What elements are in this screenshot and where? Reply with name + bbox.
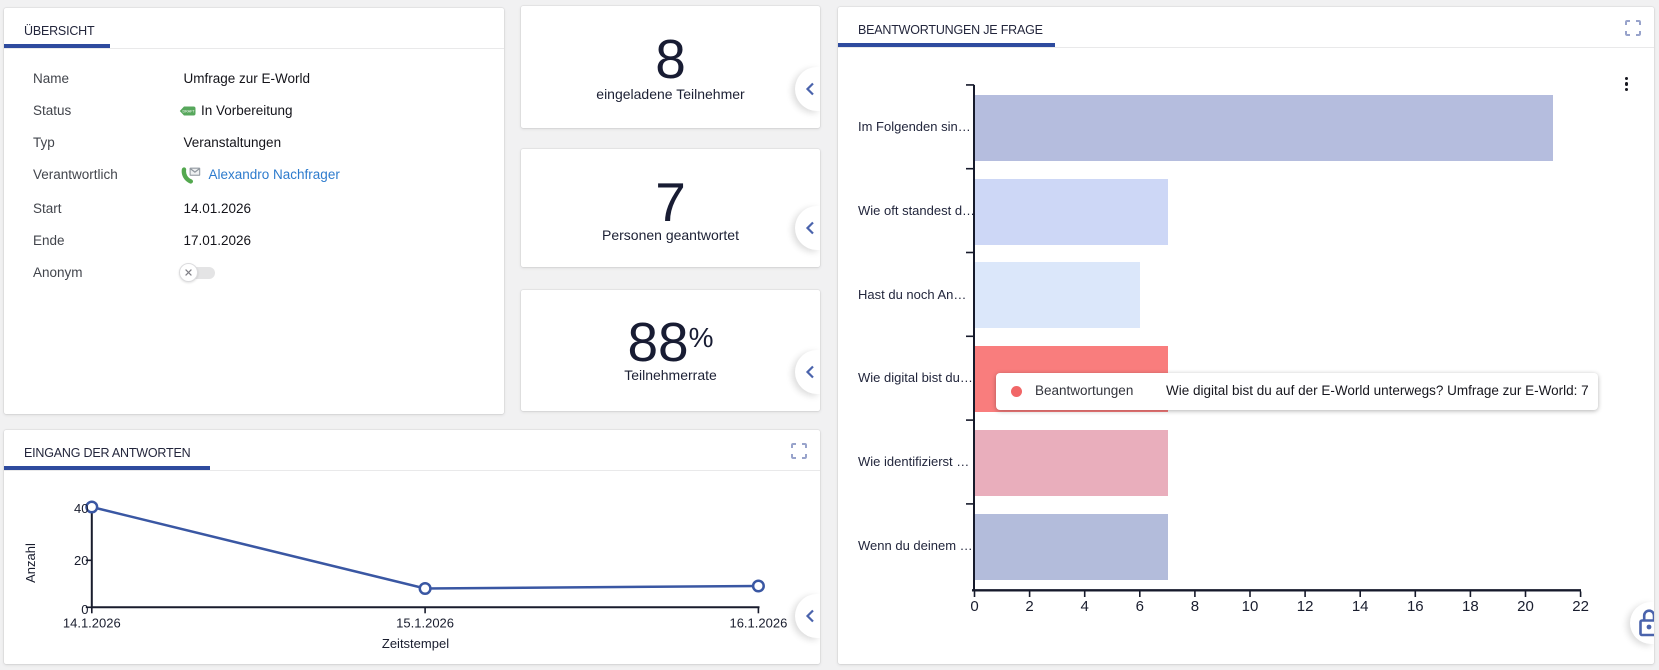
svg-text:15.1.2026: 15.1.2026 [396, 616, 454, 631]
svg-text:0: 0 [81, 602, 88, 617]
svg-text:14.1.2026: 14.1.2026 [63, 616, 121, 631]
svg-text:Anzahl: Anzahl [23, 543, 38, 583]
svg-text:20: 20 [74, 553, 88, 568]
svg-text:Zeitstempel: Zeitstempel [382, 636, 449, 651]
svg-text:DRAFT: DRAFT [183, 110, 196, 114]
svg-text:16.1.2026: 16.1.2026 [729, 616, 787, 631]
svg-text:40: 40 [74, 501, 88, 516]
